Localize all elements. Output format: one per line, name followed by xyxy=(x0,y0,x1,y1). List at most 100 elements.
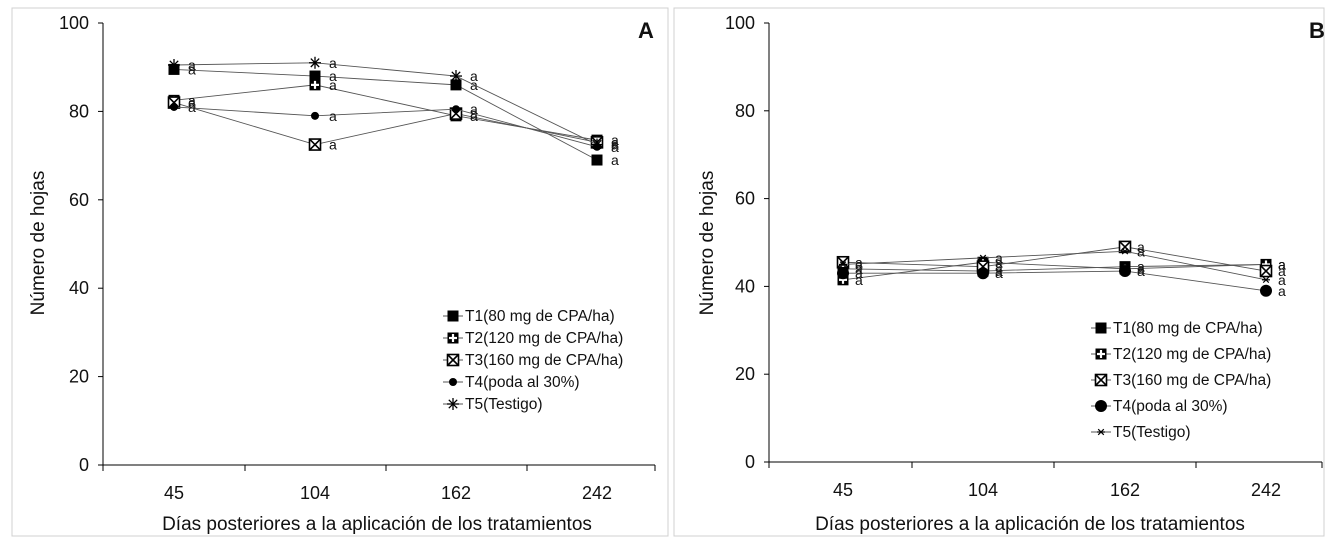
panel-b-frame xyxy=(673,7,1325,537)
panel-a-series-1-label: a xyxy=(611,152,619,168)
panel-a-series-4-label: a xyxy=(329,108,337,124)
panel-b-series-1-label: a xyxy=(855,261,863,277)
panel-a-series-5-point xyxy=(168,58,180,71)
legend-marker-x2 xyxy=(1094,373,1108,387)
panel-a-y-tick-label: 0 xyxy=(79,455,89,475)
panel-a-series-3-point xyxy=(308,138,322,151)
panel-b-series-4-point xyxy=(837,267,849,280)
panel-a-xlabel: Días posteriores a la aplicación de los … xyxy=(162,514,592,535)
panel-a-series-2-label: a xyxy=(188,92,196,108)
panel-b-y-tick-label: 40 xyxy=(735,276,755,296)
panel-b-series-2-line xyxy=(842,261,1267,281)
panel-a-y-tick-label: 80 xyxy=(69,101,89,121)
panel-b-series-1-label: a xyxy=(995,263,1003,279)
panel-b-series-4-point-shape xyxy=(977,267,989,280)
panel-a-series-4-point xyxy=(311,111,319,120)
panel-b-series-1-label: a xyxy=(1137,259,1145,275)
panel-b-series-5-label: a xyxy=(995,250,1003,266)
panel-a-legend: T1(80 mg de CPA/ha) T2(120 mg de CPA/ha) T… xyxy=(443,308,623,413)
panel-a-series-3-point-x2 xyxy=(308,138,322,151)
panel-b-series-5-point-a3 xyxy=(1262,276,1270,284)
panel-a-series-4-label: a xyxy=(611,139,619,155)
panel-a-series-4-point xyxy=(452,105,460,114)
panel-a-series-3-label: a xyxy=(611,134,619,150)
panel-b-x-tick-label: 104 xyxy=(968,480,998,500)
panel-b-series-4-point xyxy=(1260,284,1272,297)
legend-entry: T5(Testigo) xyxy=(465,396,543,413)
panel-b-series-4-label: a xyxy=(995,265,1003,281)
panel-b-series-3-point-x2 xyxy=(836,256,850,269)
panel-b-xlabel: Días posteriores a la aplicación de los … xyxy=(815,514,1245,535)
panel-a-y-tick-label: 40 xyxy=(69,278,89,298)
panel-a-frame xyxy=(11,7,669,537)
panel-b-x-tick-label: 45 xyxy=(833,480,853,500)
panel-b-x-tick-label: 242 xyxy=(1251,480,1281,500)
legend-marker xyxy=(446,353,460,367)
legend-marker xyxy=(1094,373,1108,387)
legend-marker-shape xyxy=(1095,322,1107,334)
legend-marker xyxy=(1095,348,1107,360)
legend-marker-a3 xyxy=(1097,428,1105,436)
legend-entry: T1(80 mg de CPA/ha) xyxy=(1113,320,1263,337)
legend-entry: T2(120 mg de CPA/ha) xyxy=(1113,346,1271,363)
panel-b-series-5-point xyxy=(1262,276,1270,284)
panel-b-series-2-label: a xyxy=(855,272,863,288)
panel-b-series-3-point xyxy=(836,255,850,269)
panel-a-series-2-label: a xyxy=(611,132,619,148)
legend-marker xyxy=(447,332,459,344)
panel-b-series-5-point-a3 xyxy=(979,254,987,262)
panel-a-y-tick-label: 100 xyxy=(59,13,89,33)
legend-entry: T3(160 mg de CPA/ha) xyxy=(1113,372,1271,389)
panel-a-series-4-point xyxy=(170,102,178,111)
panel-a-series-4-line xyxy=(173,106,598,148)
legend-entry: T5(Testigo) xyxy=(1113,424,1191,441)
legend-marker-shape xyxy=(447,310,459,322)
legend-marker xyxy=(1095,400,1107,412)
panel-b-series-1-label: a xyxy=(1278,256,1286,272)
panel-b-series-4-point-shape xyxy=(1119,265,1131,278)
panel-b-series-2-label: a xyxy=(1278,256,1286,272)
legend-marker xyxy=(1097,428,1105,436)
legend-marker xyxy=(1095,322,1107,334)
panel-b-series-3-label: a xyxy=(1278,263,1286,279)
panel-b-series-3-label: a xyxy=(995,259,1003,275)
panel-a-series-5-label: a xyxy=(470,68,478,84)
panel-b-series-4-label: a xyxy=(1137,263,1145,279)
panel-b-y-tick-label: 0 xyxy=(745,452,755,472)
panel-b-series-4-label: a xyxy=(855,265,863,281)
legend-marker xyxy=(447,310,459,322)
panel-a-x-tick-label: 45 xyxy=(164,483,184,503)
panel-b-series-3-point-x2 xyxy=(1118,240,1132,253)
panel-b-series-3-label: a xyxy=(1137,239,1145,255)
panel-b-y-tick-label: 20 xyxy=(735,364,755,384)
panel-b-series-5-point-a3 xyxy=(839,261,847,268)
panel-a-letter: A xyxy=(638,18,654,43)
panel-a-x-tick-label: 162 xyxy=(441,483,471,503)
panel-b-series-5-label: a xyxy=(855,256,863,272)
legend-entry: T1(80 mg de CPA/ha) xyxy=(465,308,615,325)
panel-a-series-1-line xyxy=(173,68,598,161)
panel-b-series-3-point xyxy=(1259,264,1273,278)
panel-b-legend: T1(80 mg de CPA/ha) T2(120 mg de CPA/ha) T… xyxy=(1091,320,1271,441)
panel-a-series-1-label: a xyxy=(329,68,337,84)
panel-a-series-1-point xyxy=(591,154,603,166)
panel-b-y-tick-label: 80 xyxy=(735,101,755,121)
legend-entry: T4(poda al 30%) xyxy=(465,374,580,391)
panel-a-series-4-label: a xyxy=(470,101,478,117)
panel-b-series-4-label: a xyxy=(1278,283,1286,299)
panel-a-series-5-label: a xyxy=(611,137,619,153)
legend-marker-x2 xyxy=(446,353,460,367)
legend-marker-shape xyxy=(1095,400,1107,412)
panel-b-series-5-point xyxy=(839,261,847,268)
panel-b-series-3-label: a xyxy=(855,254,863,270)
panel-a-series-5-point xyxy=(450,70,462,83)
panel-b-series-3-line xyxy=(842,246,1267,272)
panel-a-series-3-label: a xyxy=(329,137,337,153)
panel-a-series-5-point xyxy=(591,138,603,151)
panel-a-series-1-point-shape xyxy=(309,70,321,82)
panel-b-series-5-point xyxy=(979,254,987,262)
panel-a-y-tick-label: 60 xyxy=(69,190,89,210)
panel-b-series-5-line xyxy=(842,250,1267,281)
legend-marker xyxy=(447,398,459,410)
